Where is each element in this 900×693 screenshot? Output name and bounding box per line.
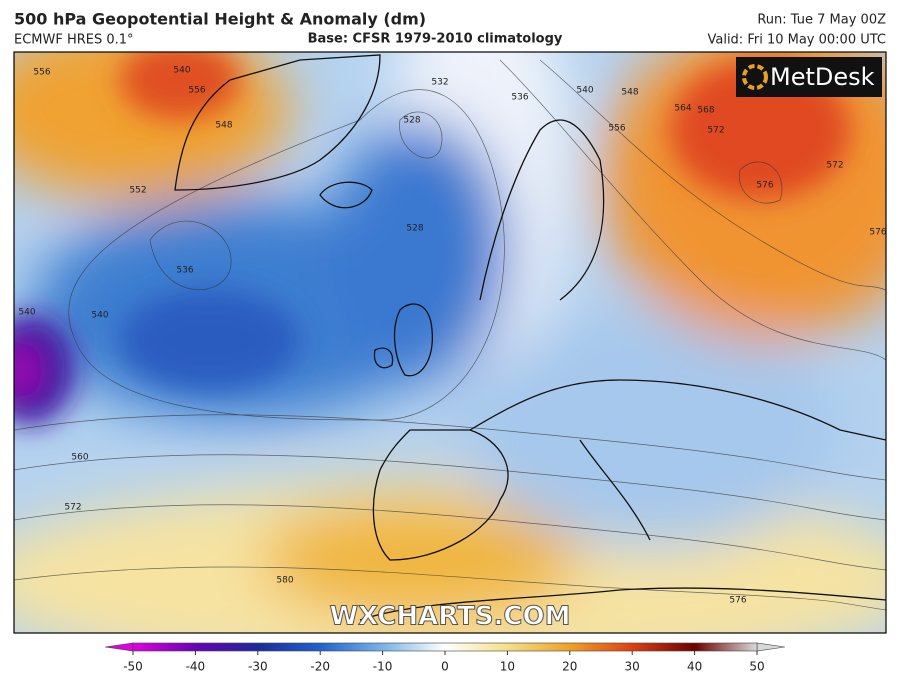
colorbar-tick-label: 50 (749, 660, 764, 674)
colorbar-tick-label: 10 (500, 660, 515, 674)
contour-label: 576 (756, 181, 773, 191)
contour-label: 528 (403, 116, 420, 126)
colorbar-high-end (756, 642, 786, 652)
contour-label: 560 (71, 453, 88, 463)
contour-label: 572 (64, 503, 81, 513)
contour-label: 540 (173, 66, 190, 76)
contour-label: 528 (406, 224, 423, 234)
contour-label: 536 (176, 266, 193, 276)
colorbar: -50 -40 -30 -20 -10 0 10 20 30 40 50 (104, 642, 786, 674)
colorbar-tick-label: -20 (310, 660, 330, 674)
watermark: WXCHARTS.COM (329, 602, 570, 632)
colorbar-tick-label: -50 (123, 660, 143, 674)
contour-label: 540 (576, 86, 593, 96)
contour-label: 568 (697, 106, 714, 116)
contour-label: 540 (91, 311, 108, 321)
colorbar-tick-label: -30 (248, 660, 268, 674)
contour-label: 572 (707, 126, 724, 136)
contour-label: 532 (431, 78, 448, 88)
contour-label: 556 (33, 68, 50, 78)
colorbar-low-end (104, 642, 134, 652)
colorbar-tick-label: 40 (687, 660, 702, 674)
base: Base: CFSR 1979-2010 climatology (308, 32, 563, 47)
title: 500 hPa Geopotential Height & Anomaly (d… (14, 10, 426, 29)
valid: Valid: Fri 10 May 00:00 UTC (707, 33, 886, 48)
contour-label: 556 (608, 124, 625, 134)
contour-label: 536 (511, 93, 528, 103)
colorbar-tick-label: 20 (562, 660, 577, 674)
logo-box (736, 57, 882, 97)
contour-label: 552 (129, 186, 146, 196)
contour-label: 540 (18, 308, 35, 318)
colorbar-bar (132, 642, 758, 652)
model: ECMWF HRES 0.1° (14, 33, 134, 48)
colorbar-tick-label: 30 (625, 660, 640, 674)
map-frame (13, 51, 887, 634)
contour-label: 576 (869, 228, 886, 238)
contour-label: 572 (826, 161, 843, 171)
colorbar-tick-label: -40 (186, 660, 206, 674)
contour-label: 580 (276, 576, 293, 586)
contour-label: 564 (674, 104, 691, 114)
contour-label: 548 (621, 88, 638, 98)
run: Run: Tue 7 May 00Z (757, 13, 886, 28)
colorbar-tick-label: 0 (441, 660, 449, 674)
logo: MetDesk (770, 63, 875, 91)
contour-label: 556 (188, 86, 205, 96)
contour-label: 576 (729, 596, 746, 606)
colorbar-tick-label: -10 (373, 660, 393, 674)
contour-label: 548 (215, 121, 232, 131)
